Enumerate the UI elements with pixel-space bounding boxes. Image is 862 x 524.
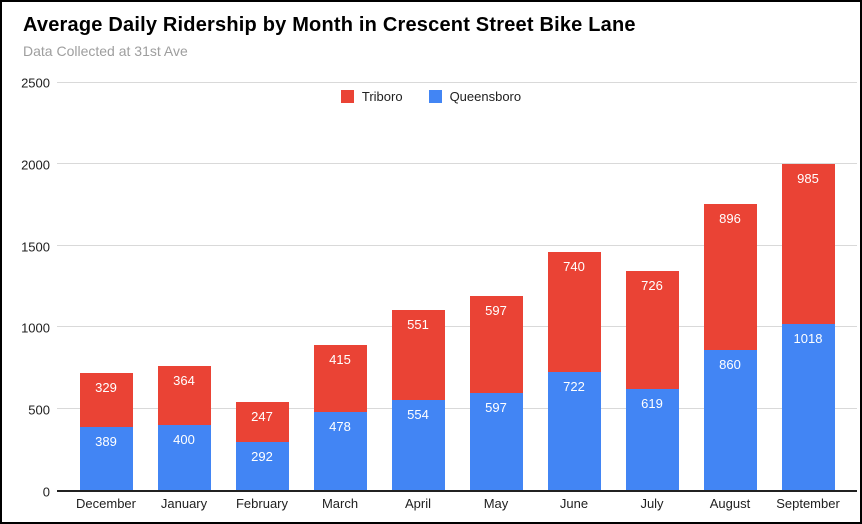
bar-value-label: 1018 (793, 331, 823, 347)
x-tick-label: January (160, 496, 208, 511)
bar-value-label: 722 (563, 379, 585, 395)
y-tick-label: 500 (28, 402, 50, 418)
bar-value-label: 860 (719, 357, 741, 372)
legend-swatch-icon (428, 90, 442, 103)
bar-value-label: 478 (329, 419, 351, 435)
x-tick-label: August (709, 496, 751, 511)
bar-value-label: 389 (95, 433, 117, 449)
x-tick-label: June (559, 496, 589, 511)
plot-area: 329 389 364 400 247 292 415 478 551 554 597 597 740 7… (57, 82, 857, 492)
bar-value-label: 726 (641, 278, 663, 294)
bar-april: 551 554 (379, 83, 457, 490)
bar-segment-queensboro: 389 (79, 426, 133, 490)
bars: 329 389 364 400 247 292 415 478 551 554 597 597 740 7… (57, 83, 857, 490)
y-tick-label: 1500 (21, 239, 50, 255)
bar-segment-triboro: 597 (469, 295, 523, 393)
bar-value-label: 554 (407, 406, 429, 422)
bar-value-label: 247 (251, 409, 273, 425)
x-tick-label: July (640, 496, 664, 511)
bar-value-label: 551 (407, 317, 429, 333)
bar-value-label: 329 (95, 380, 117, 396)
bar-segment-triboro: 740 (547, 252, 601, 373)
bar-segment-queensboro: 619 (625, 389, 679, 490)
bar-segment-triboro: 364 (157, 365, 211, 425)
chart-subtitle: Data Collected at 31st Ave (23, 43, 188, 59)
bar-segment-queensboro: 400 (157, 424, 211, 490)
legend-label: Triboro (361, 89, 403, 104)
bar-september: 985 1018 (769, 83, 847, 490)
bar-january: 364 400 (145, 83, 223, 490)
y-tick-label: 0 (42, 484, 50, 500)
bar-segment-queensboro: 292 (235, 442, 289, 490)
y-tick-label: 1000 (21, 320, 50, 336)
bar-august: 896 860 (691, 83, 769, 490)
bar-december: 329 389 (67, 83, 145, 490)
y-tick-label: 2000 (21, 157, 50, 173)
bar-segment-queensboro: 1018 (781, 324, 835, 490)
bar-segment-queensboro: 597 (469, 392, 523, 490)
legend-swatch-icon (340, 90, 354, 103)
bar-segment-queensboro: 860 (703, 350, 757, 490)
bar-segment-queensboro: 722 (547, 372, 601, 490)
x-tick-label: September (776, 496, 840, 511)
bar-segment-queensboro: 554 (391, 399, 445, 490)
bar-value-label: 740 (563, 259, 585, 274)
bar-segment-triboro: 551 (391, 310, 445, 400)
gridlines (57, 82, 857, 490)
y-axis: 0 500 1000 1500 2000 2500 (2, 76, 50, 500)
legend-item-queensboro: Queensboro (428, 89, 522, 104)
x-axis: December January February March April May June… (57, 496, 857, 511)
bar-value-label: 597 (485, 399, 507, 415)
bar-february: 247 292 (223, 83, 301, 490)
bar-value-label: 619 (641, 396, 663, 412)
bar-segment-triboro: 329 (79, 373, 133, 427)
gridline (57, 326, 857, 328)
bar-value-label: 896 (719, 211, 741, 227)
bar-value-label: 292 (251, 449, 273, 465)
bar-may: 597 597 (457, 83, 535, 490)
bar-value-label: 985 (797, 170, 819, 186)
y-tick-label: 2500 (21, 75, 50, 91)
x-tick-label: April (404, 496, 431, 511)
bar-segment-triboro: 896 (703, 204, 757, 350)
legend: Triboro Queensboro (2, 89, 860, 104)
legend-item-triboro: Triboro (340, 89, 403, 104)
bar-march: 415 478 (301, 83, 379, 490)
bar-value-label: 415 (329, 351, 351, 367)
bar-segment-queensboro: 478 (313, 412, 367, 490)
bar-segment-triboro: 415 (313, 344, 367, 413)
gridline (57, 244, 857, 246)
gridline (57, 82, 857, 83)
bar-june: 740 722 (535, 83, 613, 490)
gridline (57, 163, 857, 165)
bar-july: 726 619 (613, 83, 691, 490)
x-tick-label: March (321, 496, 359, 511)
x-tick-label: May (483, 496, 509, 511)
gridline (57, 407, 857, 409)
bar-value-label: 364 (173, 372, 195, 388)
bar-segment-triboro: 985 (781, 163, 835, 325)
bar-segment-triboro: 726 (625, 271, 679, 390)
bar-segment-triboro: 247 (235, 402, 289, 443)
chart-title: Average Daily Ridership by Month in Cres… (23, 14, 636, 36)
legend-label: Queensboro (449, 89, 522, 104)
x-tick-label: December (76, 496, 136, 511)
bar-value-label: 400 (173, 431, 195, 447)
x-tick-label: February (235, 496, 289, 511)
bar-value-label: 597 (485, 302, 507, 318)
